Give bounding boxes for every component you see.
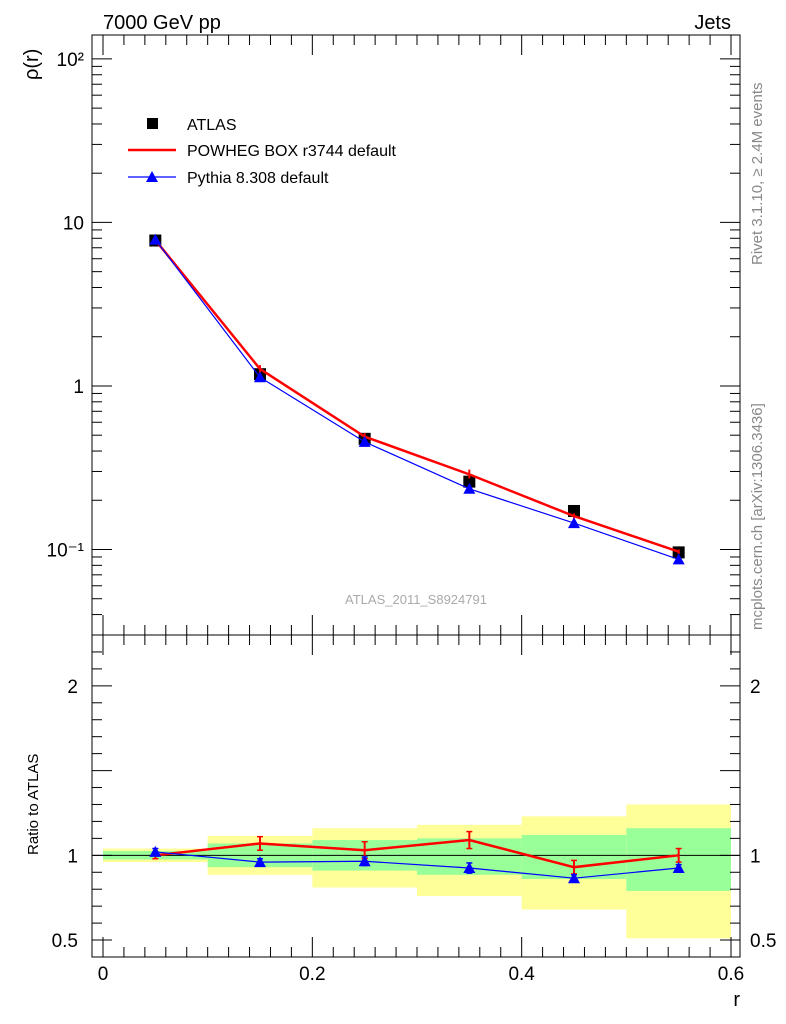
ratio-xtick-label: 0.4 [508, 964, 535, 985]
pythia-point [358, 435, 371, 447]
main-ytick-label: 10⁻¹ [47, 540, 85, 561]
pythia-point [568, 517, 580, 529]
ratio-pythia-point [463, 862, 476, 874]
legend-label-pythia: Pythia 8.308 default [187, 170, 329, 187]
ratio-ytick-label-left: 2 [67, 677, 78, 698]
rivet-label: Rivet 3.1.10, ≥ 2.4M events [749, 83, 766, 266]
ratio-xlabel: r [733, 989, 740, 1011]
pythia-point [672, 553, 685, 565]
ratio-powheg-line [155, 838, 679, 869]
pythia-point [463, 482, 476, 494]
ratio-pythia-point [149, 845, 162, 857]
pythia-point [149, 233, 162, 245]
ratio-pythia-point [672, 862, 685, 874]
ratio-pythia-point [358, 855, 371, 867]
ratio-pythia-point [568, 872, 580, 884]
mcplots-label: mcplots.cern.ch [arXiv:1306.3436] [749, 403, 766, 630]
main-ytick-label: 10 [63, 213, 84, 234]
ratio-ytick-label-left: 1 [67, 846, 78, 867]
ratio-xtick-label: 0.6 [718, 964, 744, 985]
ratio-ytick-label-right: 2 [750, 677, 761, 698]
pythia-line [154, 239, 679, 560]
header-energy: 7000 GeV pp [103, 12, 221, 34]
ratio-ytick-label-right: 1 [750, 846, 761, 867]
ratio-xtick-label: 0 [98, 964, 109, 985]
header-process: Jets [694, 12, 731, 34]
main-ytick-label: 10² [57, 50, 84, 71]
legend-marker-atlas [147, 118, 158, 129]
legend-label-atlas: ATLAS [187, 117, 237, 134]
legend-marker-pythia [146, 171, 158, 182]
ratio-ytick-label-left: 0.5 [52, 931, 78, 952]
ratio-pythia-line [155, 851, 679, 879]
main-panel: 10² 10 1 10⁻¹ [47, 35, 740, 636]
ratio-ylabel: Ratio to ATLAS [25, 754, 42, 855]
powheg-line [154, 239, 680, 553]
legend-label-powheg: POWHEG BOX r3744 default [187, 143, 397, 160]
pythia-point [254, 371, 266, 383]
legend: ATLAS POWHEG BOX r3744 default Pythia 8.… [128, 117, 397, 187]
ratio-frame [91, 634, 741, 958]
ratio-pythia-point [254, 856, 266, 868]
analysis-label: ATLAS_2011_S8924791 [345, 592, 487, 607]
ratio-ytick-label-right: 0.5 [750, 931, 776, 952]
main-ytick-label: 1 [73, 377, 84, 398]
main-ylabel: ρ(r) [21, 49, 43, 80]
ratio-xtick-label: 0.2 [299, 964, 325, 985]
atlas-point [463, 475, 476, 488]
ratio-panel: 2 2 1 1 0.5 0.5 0 0.2 0.4 0.6 [52, 634, 776, 985]
